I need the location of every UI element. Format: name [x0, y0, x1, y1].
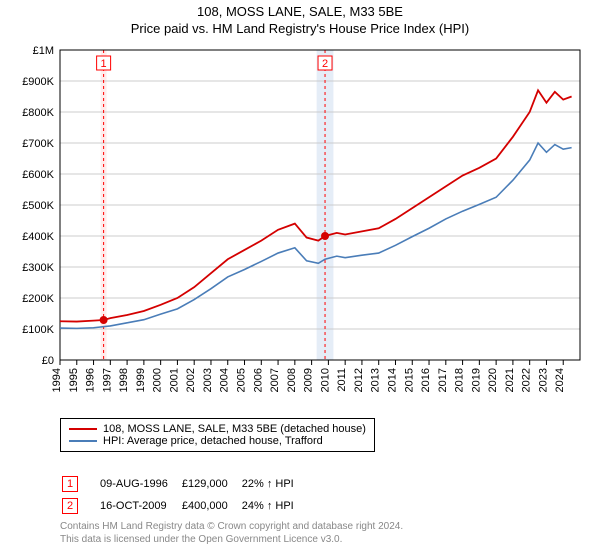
svg-text:2015: 2015	[403, 368, 415, 392]
svg-text:2004: 2004	[219, 368, 231, 392]
event-hpi: 22% ↑ HPI	[242, 474, 306, 494]
svg-text:£300K: £300K	[22, 262, 54, 274]
svg-text:2008: 2008	[286, 368, 298, 392]
svg-text:£1M: £1M	[33, 45, 54, 57]
event-price: £400,000	[182, 496, 240, 516]
footnote-line-1: Contains HM Land Registry data © Crown c…	[60, 520, 403, 533]
event-price: £129,000	[182, 474, 240, 494]
svg-text:2023: 2023	[537, 368, 549, 392]
svg-text:£100K: £100K	[22, 324, 54, 336]
svg-text:£800K: £800K	[22, 107, 54, 119]
svg-text:1998: 1998	[118, 368, 130, 392]
price-event-row: 1 09-AUG-1996£129,00022% ↑ HPI	[62, 474, 306, 494]
legend-item: 108, MOSS LANE, SALE, M33 5BE (detached …	[69, 423, 366, 435]
event-marker-box: 1	[62, 476, 78, 492]
svg-text:2022: 2022	[521, 368, 533, 392]
price-events-table: 1 09-AUG-1996£129,00022% ↑ HPI 2 16-OCT-200…	[60, 472, 308, 518]
svg-text:£400K: £400K	[22, 231, 54, 243]
svg-text:2020: 2020	[487, 368, 499, 392]
svg-text:2: 2	[322, 58, 328, 70]
svg-text:2018: 2018	[454, 368, 466, 392]
svg-text:2009: 2009	[303, 368, 315, 392]
svg-text:1995: 1995	[68, 368, 80, 392]
event-date: 16-OCT-2009	[100, 496, 180, 516]
price-chart: £0 £100K £200K £300K £400K £500K £600K £700K £80…	[0, 0, 600, 420]
svg-text:1996: 1996	[85, 368, 97, 392]
svg-text:2012: 2012	[353, 368, 365, 392]
event-marker-box: 2	[62, 498, 78, 514]
svg-text:2011: 2011	[336, 368, 348, 392]
svg-text:2003: 2003	[202, 368, 214, 392]
svg-text:2021: 2021	[504, 368, 516, 392]
svg-text:£0: £0	[42, 355, 54, 367]
svg-text:2001: 2001	[168, 368, 180, 392]
event-hpi: 24% ↑ HPI	[242, 496, 306, 516]
svg-text:2016: 2016	[420, 368, 432, 392]
svg-text:1: 1	[101, 58, 107, 70]
svg-text:1994: 1994	[51, 368, 63, 392]
event-date: 09-AUG-1996	[100, 474, 180, 494]
price-events: 1 09-AUG-1996£129,00022% ↑ HPI 2 16-OCT-200…	[60, 466, 308, 518]
svg-text:2010: 2010	[319, 368, 331, 392]
svg-text:£600K: £600K	[22, 169, 54, 181]
svg-text:2006: 2006	[252, 368, 264, 392]
svg-text:1997: 1997	[101, 368, 113, 392]
price-event-row: 2 16-OCT-2009£400,00024% ↑ HPI	[62, 496, 306, 516]
svg-text:2019: 2019	[470, 368, 482, 392]
svg-text:£500K: £500K	[22, 200, 54, 212]
svg-text:2005: 2005	[236, 368, 248, 392]
svg-text:2007: 2007	[269, 368, 281, 392]
footnote: Contains HM Land Registry data © Crown c…	[60, 520, 403, 546]
legend: 108, MOSS LANE, SALE, M33 5BE (detached …	[60, 418, 375, 452]
svg-text:2024: 2024	[554, 368, 566, 392]
svg-text:2014: 2014	[386, 368, 398, 392]
footnote-line-2: This data is licensed under the Open Gov…	[60, 533, 403, 546]
svg-text:1999: 1999	[135, 368, 147, 392]
svg-text:2002: 2002	[185, 368, 197, 392]
svg-text:2017: 2017	[437, 368, 449, 392]
legend-item: HPI: Average price, detached house, Traf…	[69, 435, 366, 447]
svg-text:£900K: £900K	[22, 76, 54, 88]
legend-box: 108, MOSS LANE, SALE, M33 5BE (detached …	[60, 418, 375, 452]
svg-text:£700K: £700K	[22, 138, 54, 150]
legend-label: HPI: Average price, detached house, Traf…	[103, 435, 323, 447]
svg-text:2013: 2013	[370, 368, 382, 392]
svg-text:2000: 2000	[152, 368, 164, 392]
legend-label: 108, MOSS LANE, SALE, M33 5BE (detached …	[103, 423, 366, 435]
svg-text:£200K: £200K	[22, 293, 54, 305]
